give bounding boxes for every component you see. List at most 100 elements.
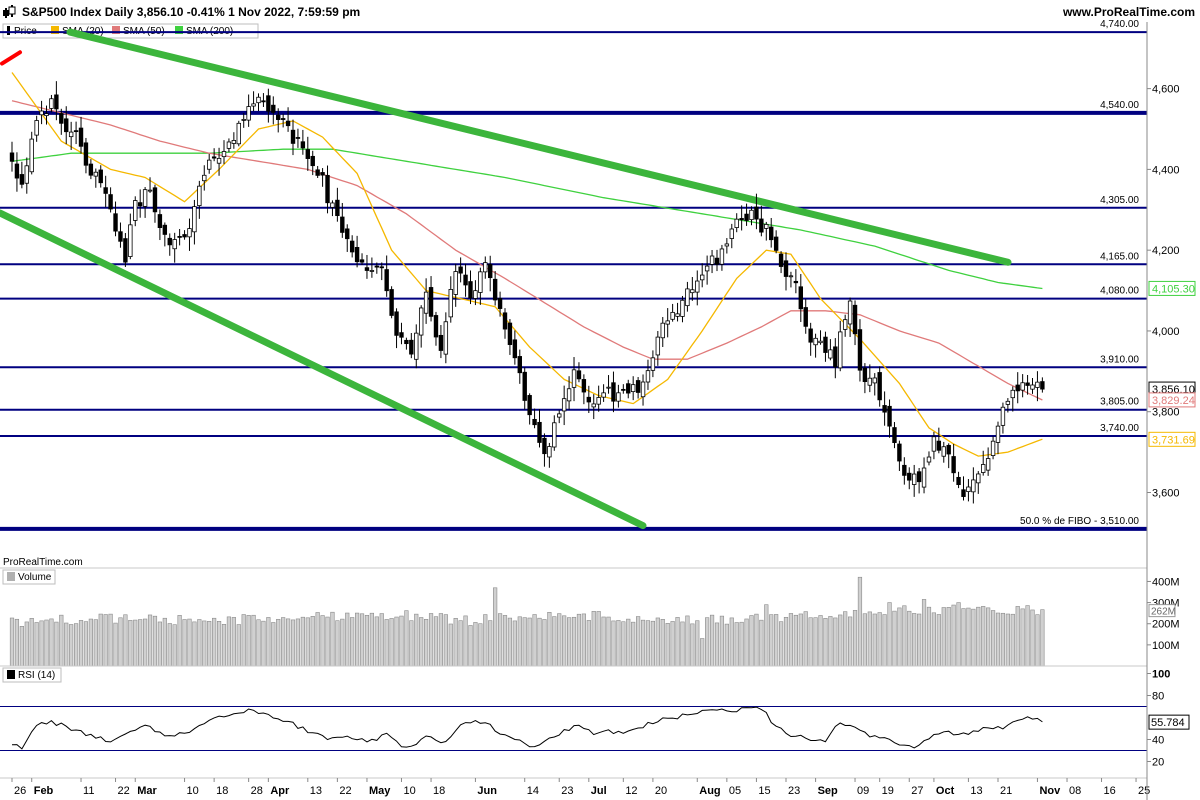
candle[interactable] bbox=[473, 280, 478, 306]
candle[interactable] bbox=[1010, 386, 1015, 412]
candle[interactable] bbox=[985, 447, 991, 476]
candle[interactable] bbox=[418, 305, 424, 348]
candle[interactable] bbox=[113, 201, 118, 237]
candle[interactable] bbox=[211, 148, 217, 162]
candle[interactable] bbox=[59, 108, 64, 135]
candle[interactable] bbox=[857, 319, 863, 382]
candle[interactable] bbox=[700, 263, 705, 288]
candle[interactable] bbox=[345, 224, 350, 252]
candle[interactable] bbox=[478, 267, 483, 305]
candle[interactable] bbox=[325, 165, 330, 214]
candle[interactable] bbox=[542, 433, 547, 467]
candle[interactable] bbox=[359, 253, 365, 265]
candle[interactable] bbox=[522, 367, 527, 410]
candle[interactable] bbox=[231, 132, 237, 149]
candle[interactable] bbox=[29, 131, 34, 175]
candle[interactable] bbox=[1000, 402, 1006, 434]
candle[interactable] bbox=[276, 108, 281, 133]
candle[interactable] bbox=[19, 161, 25, 189]
candle[interactable] bbox=[379, 262, 384, 281]
sma50-line[interactable] bbox=[11, 100, 1043, 401]
candle[interactable] bbox=[655, 331, 661, 366]
candle[interactable] bbox=[330, 200, 335, 217]
candle[interactable] bbox=[783, 252, 789, 291]
candle[interactable] bbox=[285, 107, 291, 132]
candle[interactable] bbox=[990, 436, 996, 460]
candle[interactable] bbox=[128, 213, 133, 260]
candle[interactable] bbox=[852, 300, 858, 346]
candle[interactable] bbox=[946, 443, 951, 469]
candle[interactable] bbox=[364, 254, 370, 279]
candle[interactable] bbox=[384, 255, 389, 297]
candle[interactable] bbox=[88, 159, 94, 180]
candle[interactable] bbox=[828, 339, 833, 361]
candle[interactable] bbox=[73, 121, 79, 145]
candle[interactable] bbox=[916, 467, 922, 494]
candle[interactable] bbox=[458, 257, 463, 283]
candle[interactable] bbox=[744, 203, 749, 226]
candle[interactable] bbox=[512, 330, 518, 365]
candle[interactable] bbox=[1015, 372, 1020, 404]
candle[interactable] bbox=[335, 187, 340, 222]
candle[interactable] bbox=[591, 394, 596, 420]
candle[interactable] bbox=[793, 269, 799, 294]
candle[interactable] bbox=[433, 311, 439, 346]
candle[interactable] bbox=[340, 202, 345, 238]
candle[interactable] bbox=[133, 196, 138, 227]
candle[interactable] bbox=[798, 274, 803, 322]
candle[interactable] bbox=[443, 312, 449, 364]
candle[interactable] bbox=[626, 379, 631, 399]
candle[interactable] bbox=[645, 359, 651, 390]
candle[interactable] bbox=[187, 218, 192, 251]
candle[interactable] bbox=[438, 325, 444, 359]
candle[interactable] bbox=[24, 157, 29, 194]
candle[interactable] bbox=[734, 213, 739, 233]
candle[interactable] bbox=[601, 384, 606, 402]
candle[interactable] bbox=[98, 165, 103, 188]
sma20-line[interactable] bbox=[11, 72, 1043, 457]
candle[interactable] bbox=[492, 271, 498, 306]
candle[interactable] bbox=[236, 120, 241, 147]
candle[interactable] bbox=[907, 467, 912, 490]
candle[interactable] bbox=[749, 206, 754, 226]
candle[interactable] bbox=[192, 199, 197, 245]
candle[interactable] bbox=[754, 193, 759, 230]
candle[interactable] bbox=[665, 308, 670, 338]
candle[interactable] bbox=[414, 324, 419, 369]
candle[interactable] bbox=[887, 399, 892, 438]
candle[interactable] bbox=[290, 119, 296, 156]
candle[interactable] bbox=[349, 235, 355, 258]
candle[interactable] bbox=[685, 281, 690, 312]
rsi-line[interactable] bbox=[11, 706, 1043, 750]
candle[interactable] bbox=[295, 128, 301, 148]
candle[interactable] bbox=[739, 205, 744, 231]
candle[interactable] bbox=[764, 221, 769, 241]
candle[interactable] bbox=[690, 277, 695, 301]
candle[interactable] bbox=[78, 116, 84, 154]
candle[interactable] bbox=[246, 94, 251, 127]
candle[interactable] bbox=[981, 450, 986, 476]
legend[interactable]: Price SMA (20) SMA (50) SMA (200) bbox=[2, 23, 259, 39]
candle[interactable] bbox=[206, 153, 212, 174]
volume-legend[interactable]: Volume bbox=[2, 569, 56, 585]
candle[interactable] bbox=[621, 384, 626, 394]
candle[interactable] bbox=[956, 471, 961, 489]
candle[interactable] bbox=[951, 443, 956, 482]
candle[interactable] bbox=[448, 276, 453, 323]
candle[interactable] bbox=[630, 376, 636, 401]
candle[interactable] bbox=[266, 88, 271, 123]
candle[interactable] bbox=[409, 332, 414, 359]
candle[interactable] bbox=[788, 271, 794, 288]
candle[interactable] bbox=[902, 457, 907, 485]
candle[interactable] bbox=[709, 249, 715, 274]
candle[interactable] bbox=[714, 249, 720, 272]
candle[interactable] bbox=[369, 257, 375, 278]
candle[interactable] bbox=[157, 209, 163, 241]
candle[interactable] bbox=[527, 393, 532, 425]
candle[interactable] bbox=[561, 385, 567, 426]
candle[interactable] bbox=[488, 255, 493, 292]
candle[interactable] bbox=[399, 322, 404, 345]
candle[interactable] bbox=[468, 270, 473, 305]
candle[interactable] bbox=[64, 106, 69, 145]
candle[interactable] bbox=[1025, 375, 1030, 395]
